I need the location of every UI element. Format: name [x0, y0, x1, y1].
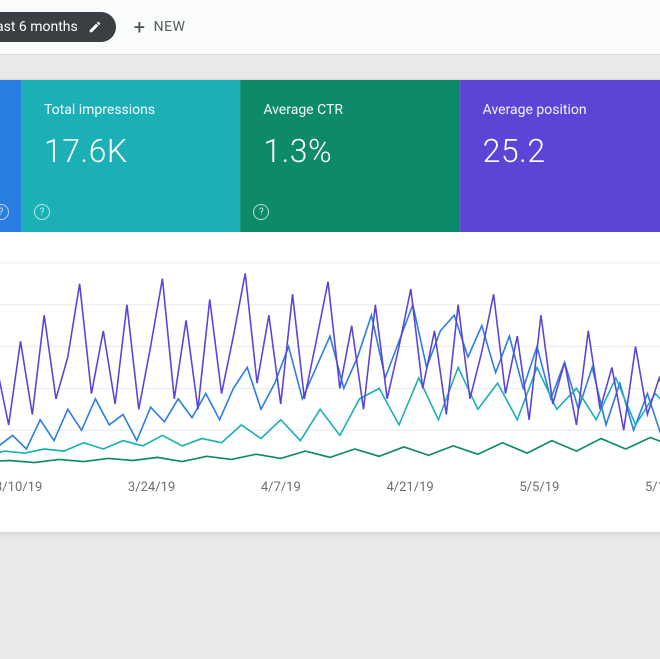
- new-button-label: NEW: [154, 19, 186, 35]
- date-range-chip[interactable]: ast 6 months: [0, 12, 116, 42]
- help-icon[interactable]: ?: [34, 204, 50, 220]
- metric-value: 25.2: [483, 132, 660, 170]
- chart-svg: [0, 242, 660, 472]
- toolbar: ast 6 months + NEW: [0, 0, 660, 55]
- new-button[interactable]: + NEW: [134, 17, 186, 37]
- date-range-label: ast 6 months: [0, 19, 78, 35]
- performance-chart: 3/10/19 3/24/19 4/7/19 4/21/19 5/5/19 5/1: [0, 232, 660, 532]
- x-axis-label: 5/5/19: [519, 480, 559, 495]
- plus-icon: +: [134, 17, 146, 37]
- metric-card-clicks[interactable]: ?: [0, 80, 21, 232]
- metric-card-ctr[interactable]: Average CTR 1.3% ?: [240, 80, 459, 232]
- metric-card-impressions[interactable]: Total impressions 17.6K ?: [21, 80, 240, 232]
- metric-value: 17.6K: [44, 132, 222, 170]
- x-axis-label: 3/10/19: [0, 480, 42, 495]
- x-axis-label: 3/24/19: [128, 480, 175, 495]
- x-axis-label: 5/1: [645, 480, 660, 495]
- chart-series: [0, 273, 660, 462]
- chart-x-axis: 3/10/19 3/24/19 4/7/19 4/21/19 5/5/19 5/1: [0, 472, 660, 495]
- metric-label: Total impressions: [44, 102, 222, 118]
- metric-label: Average position: [483, 102, 660, 118]
- metric-card-position[interactable]: Average position 25.2: [460, 80, 660, 232]
- metric-label: Average CTR: [263, 102, 441, 118]
- performance-panel: ? Total impressions 17.6K ? Average CTR …: [0, 79, 660, 533]
- metric-cards-row: ? Total impressions 17.6K ? Average CTR …: [0, 80, 660, 232]
- x-axis-label: 4/21/19: [386, 480, 433, 495]
- help-icon[interactable]: ?: [253, 204, 269, 220]
- pencil-icon: [88, 20, 102, 34]
- help-icon[interactable]: ?: [0, 204, 9, 220]
- metric-value: 1.3%: [263, 132, 441, 170]
- x-axis-label: 4/7/19: [261, 480, 301, 495]
